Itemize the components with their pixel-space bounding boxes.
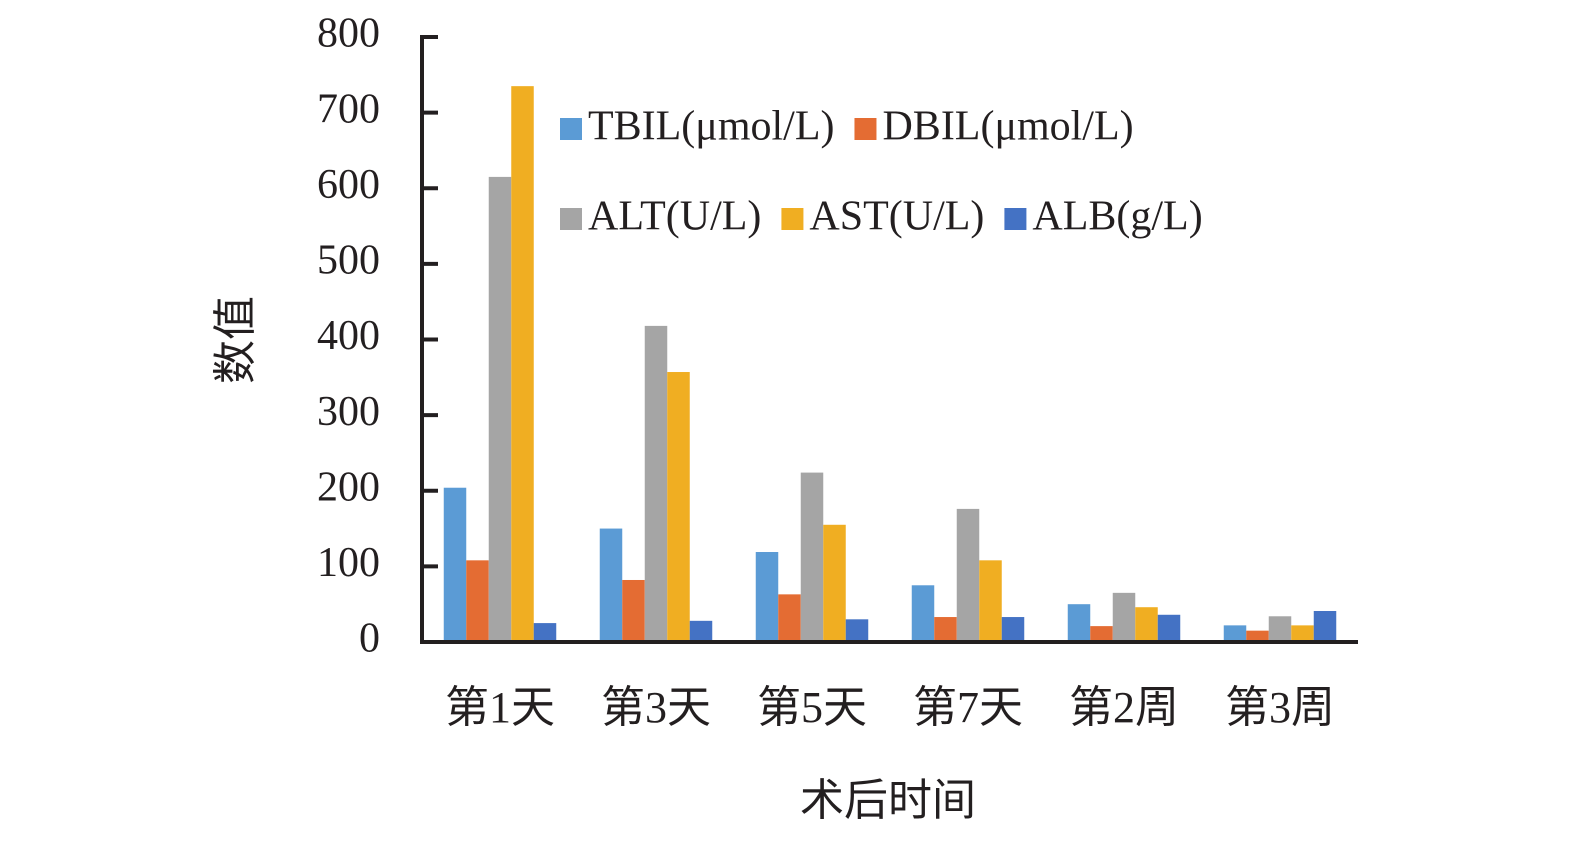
bar (1246, 630, 1269, 642)
bar (755, 552, 779, 642)
bar (1090, 626, 1113, 642)
legend-label: ALB(g/L) (1032, 194, 1202, 240)
y-tick-label: 100 (317, 540, 380, 586)
bar (823, 524, 846, 642)
legend-label: ALT(U/L) (588, 194, 761, 240)
legend-swatch (560, 208, 582, 230)
x-axis-title: 术后时间 (800, 776, 976, 825)
bar (689, 620, 713, 642)
y-tick-label: 300 (317, 389, 380, 435)
y-tick-label: 800 (317, 11, 380, 57)
legend-label: DBIL(μmol/L) (882, 104, 1133, 150)
bar (845, 619, 869, 642)
legend-swatch (781, 208, 804, 230)
bar (443, 487, 467, 642)
y-tick-label: 200 (317, 464, 380, 510)
bar (1291, 625, 1314, 642)
bar (1001, 617, 1025, 642)
bar (488, 176, 512, 642)
bar (1067, 604, 1091, 642)
legend-swatch (854, 118, 877, 140)
bar (622, 579, 645, 642)
bar (1112, 592, 1136, 642)
legend-label: TBIL(μmol/L) (588, 104, 834, 150)
legend-label: AST(U/L) (809, 194, 984, 240)
y-axis-title: 数值 (211, 296, 260, 384)
bar (979, 560, 1002, 642)
bar (1135, 607, 1158, 642)
y-tick-label: 500 (317, 238, 380, 284)
bar (644, 325, 668, 642)
y-tick-label: 700 (317, 86, 380, 132)
bar (511, 86, 534, 642)
bar (1157, 614, 1181, 642)
bar (1223, 625, 1247, 642)
bar (1268, 616, 1292, 642)
y-tick-label: 600 (317, 162, 380, 208)
x-tick-label: 第1天 (445, 683, 555, 732)
legend-swatch (1004, 208, 1027, 230)
bar (800, 472, 824, 642)
x-tick-label: 第3周 (1225, 683, 1335, 732)
y-tick-label: 0 (359, 616, 380, 662)
bar (667, 372, 690, 642)
bar (956, 508, 980, 642)
bar (778, 594, 801, 642)
bar (1313, 610, 1337, 642)
x-tick-label: 第2周 (1069, 683, 1179, 732)
y-tick-label: 400 (317, 313, 380, 359)
bar (911, 585, 935, 642)
bar (599, 528, 623, 642)
x-tick-label: 第7天 (913, 683, 1023, 732)
legend-swatch (560, 118, 582, 140)
bar (533, 623, 557, 642)
bar (466, 560, 489, 642)
bar (934, 617, 957, 642)
x-tick-label: 第3天 (601, 683, 711, 732)
x-tick-label: 第5天 (757, 683, 867, 732)
